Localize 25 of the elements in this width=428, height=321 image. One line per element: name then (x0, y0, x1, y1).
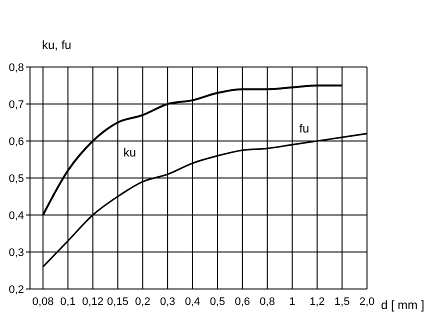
y-tick-label: 0,8 (8, 62, 24, 74)
x-axis-title: d [ mm ] (381, 298, 424, 312)
y-axis-title: ku, fu (42, 38, 72, 52)
y-tick-label: 0,7 (8, 98, 24, 111)
x-tick-label: 0,5 (210, 296, 226, 308)
x-tick-label: 1,2 (310, 296, 325, 308)
x-tick-label: 0,1 (60, 296, 76, 308)
series-label: fu (299, 122, 310, 136)
x-tick-label: 1,5 (334, 296, 350, 308)
x-tick-label: 0,6 (234, 296, 250, 308)
x-tick-label: 0,15 (107, 296, 128, 308)
x-tick-label: 0,3 (160, 296, 176, 308)
y-tick-label: 0,3 (8, 246, 24, 259)
y-tick-label: 0,5 (8, 172, 24, 185)
x-tick-label: 0,08 (32, 296, 54, 308)
x-tick-label: 1 (289, 296, 296, 308)
series-label: ku (123, 146, 136, 160)
x-tick-label: 2,0 (359, 296, 375, 308)
x-tick-label: 0,8 (260, 296, 275, 308)
x-tick-label: 0,4 (184, 296, 200, 308)
y-tick-label: 0,6 (8, 136, 24, 148)
x-tick-label: 0,12 (82, 296, 104, 308)
x-tick-label: 0,2 (135, 296, 150, 308)
y-tick-label: 0,2 (8, 284, 24, 296)
y-tick-label: 0,4 (8, 210, 24, 222)
